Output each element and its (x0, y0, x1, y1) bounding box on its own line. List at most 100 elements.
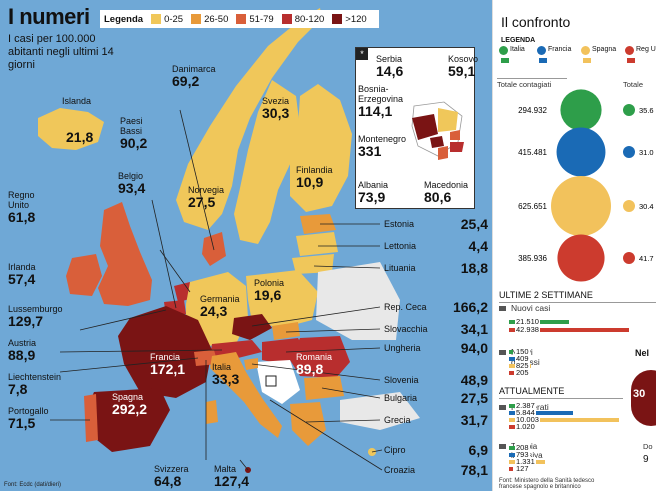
legend-country: Reg Unit (636, 46, 656, 53)
country-finlandia (290, 84, 352, 212)
legend-dot (625, 46, 634, 55)
label-svizzera: Svizzera 64,8 (154, 464, 189, 489)
flag-icon (583, 58, 591, 63)
country-row: Estonia 25,4 (384, 216, 490, 232)
side-box-circle (631, 370, 656, 426)
country-row-value: 25,4 (460, 216, 488, 232)
country-row: Lituania 18,8 (384, 260, 490, 276)
bar-label: 10.003 (515, 415, 540, 424)
country-row-value: 48,9 (460, 372, 488, 388)
label-liechtenstein: Liechtenstein 7,8 (8, 372, 62, 397)
bubble (551, 176, 611, 236)
legend-label: >120 (345, 13, 367, 25)
country-slovacchia (272, 322, 300, 340)
inset-montenegro: Montenegro 331 (358, 134, 407, 159)
side-bubble (623, 104, 635, 116)
country-norvegia (176, 8, 322, 230)
bar-label: 21.510 (515, 317, 540, 326)
page-subtitle: I casi per 100.000 abitanti negli ultimi… (8, 33, 114, 71)
label-polonia: Polonia 19,6 (254, 278, 285, 303)
legend-dot (537, 46, 546, 55)
fonte-note: Font: Ministero della Sanità tedesco fra… (499, 478, 595, 490)
side-box-footer: 9 (643, 454, 649, 465)
label-belgio: Belgio 93,4 (118, 171, 146, 196)
inset-kosovo: Kosovo 59,1 (448, 54, 479, 79)
source-note: Font: Ecdc (dati/dieri) (4, 482, 62, 488)
country-spagna (86, 388, 170, 452)
bubble-chart: 294.932 35.6 415.481 31.0 625.651 30.4 385.936… (518, 89, 654, 282)
bubble-value: 294.932 (518, 106, 547, 115)
nuovi-decessi-bars: 150 409 825 205 (493, 347, 656, 380)
side-box-label: Nel (635, 348, 650, 358)
side-bubble-value: 30.4 (639, 202, 654, 211)
confronto-legend: Italia Francia Spagna Reg Unit (497, 46, 656, 68)
ricoverati-bars: 2.387 5.844 10.003 1.020 (493, 400, 656, 436)
country-row-name: Ungheria (384, 343, 421, 353)
country-row-value: 27,5 (460, 390, 488, 406)
inset-bosnia: Bosnia-Erzegovina 114,1 (358, 84, 404, 119)
country-francia (118, 306, 212, 398)
col1-rule (497, 78, 567, 79)
side-box: Nel 30 Do 9 (627, 342, 656, 472)
bar-label: 150 (515, 347, 530, 356)
label-finlandia: Finlandia 10,9 (296, 165, 333, 190)
country-row: Cipro 6,9 (384, 442, 490, 458)
country-row-name: Bulgaria (384, 393, 418, 403)
label-romania: Romania 89,8 (296, 352, 333, 377)
country-row-value: 94,0 (460, 340, 488, 356)
europe-map: I numeri I casi per 100.000 abitanti neg… (0, 0, 492, 491)
side-bubble-value: 35.6 (639, 106, 654, 115)
bubble (556, 127, 606, 177)
bubble-value: 385.936 (518, 254, 547, 263)
country-row-name: Grecia (384, 415, 411, 425)
country-row-value: 18,8 (460, 260, 488, 276)
label-regnounito: Regno Unito 61,8 (8, 190, 36, 225)
legend-label: 51-79 (249, 13, 274, 25)
inset-map (411, 101, 464, 160)
bar-label: 2.387 (515, 401, 536, 410)
bar-label: 793 (515, 450, 530, 459)
country-polonia (246, 270, 318, 328)
country-row: Lettonia 4,4 (384, 238, 490, 254)
country-row-name: Cipro (384, 445, 406, 455)
country-row: Rep. Ceca 166,2 (384, 299, 490, 315)
legend-label: 80-120 (294, 13, 325, 25)
legend-item: 51-79 (236, 13, 274, 25)
legend-swatch (236, 14, 247, 24)
country-romania (290, 336, 350, 378)
bar (509, 418, 619, 422)
legend-title: Legenda (104, 13, 144, 25)
country-italia (210, 352, 282, 438)
bar (509, 446, 515, 450)
country-row: Bulgaria 27,5 (384, 390, 490, 406)
legend: Legenda 0-25 26-50 51-79 80-120 >120 (100, 10, 379, 28)
region-east (316, 262, 400, 340)
country-regnounito (98, 202, 152, 306)
row-icon (499, 444, 506, 449)
country-row: Grecia 31,7 (384, 412, 490, 428)
label-irlanda: Irlanda 57,4 (8, 262, 36, 287)
legend-swatch (191, 14, 202, 24)
country-row-name: Croazia (384, 465, 416, 475)
label-portogallo: Portogallo 71,5 (8, 406, 49, 431)
legend-item: 80-120 (281, 13, 325, 25)
label-lussemburgo: Lussemburgo 129,7 (8, 304, 63, 329)
row-icon (499, 350, 506, 355)
country-row: Ungheria 94,0 (384, 340, 490, 356)
bar (509, 328, 629, 332)
country-row-name: Lituania (384, 263, 416, 273)
bar-label: 409 (515, 354, 530, 363)
legend-dot (499, 46, 508, 55)
country-lettonia (296, 232, 338, 256)
row-icon (499, 306, 506, 311)
label-norvegia: Norvegia 27,5 (188, 185, 225, 210)
inset-macedonia: Macedonia 80,6 (424, 180, 469, 205)
country-row-name: Estonia (384, 219, 415, 229)
label-paesibassi: Paesi Bassi 90,2 (120, 116, 148, 151)
country-slovenia (244, 358, 258, 370)
country-svezia (234, 80, 300, 244)
section-attualmente: ATTUALMENTE (499, 386, 565, 396)
legend-swatch (332, 14, 343, 24)
rule (499, 398, 623, 399)
nuovi-casi-bars: 21.510 42.938 (493, 300, 656, 336)
